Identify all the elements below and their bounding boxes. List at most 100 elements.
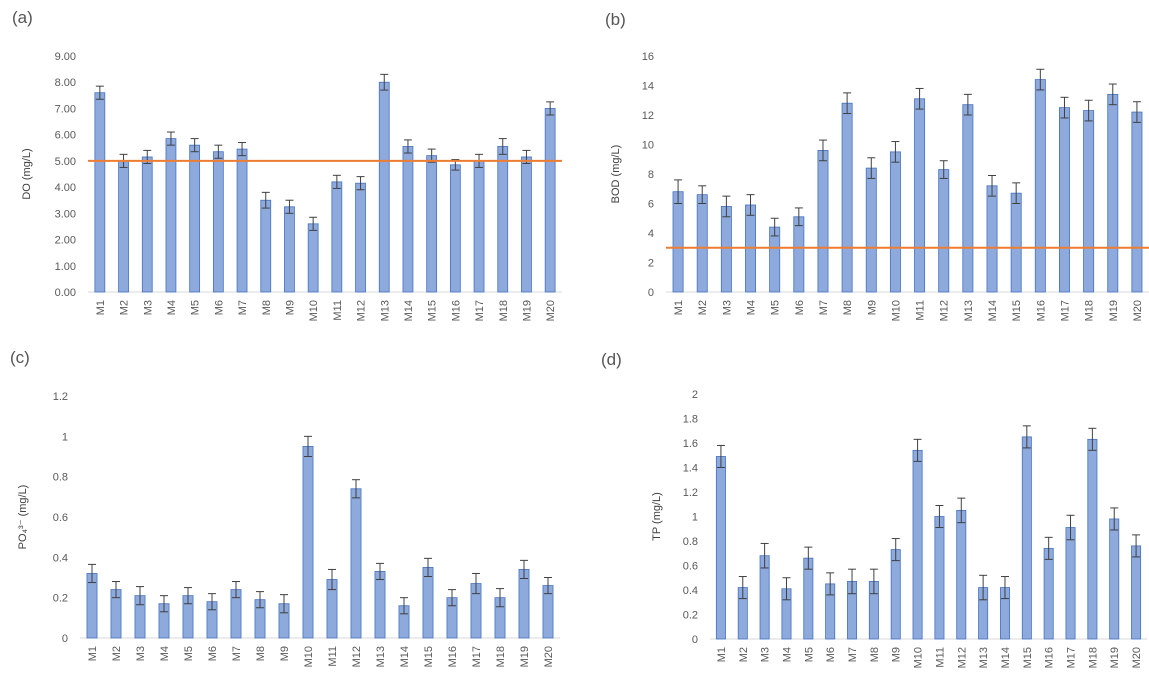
x-tick-label: M19 [1108,300,1120,321]
tp-bar-chart: 0 0.2 0.4 0.6 0.8 1 1.2 1.4 1.6 1.8 2 M1 M2 M3 M4 M5 M6 M… [651,389,1147,668]
bar [769,226,781,293]
bar [350,488,362,639]
y-tick-label: 5.00 [55,156,76,168]
x-tick-label: M8 [842,300,854,315]
bar [378,81,390,293]
phosphate-bar-chart: 0 0.2 0.4 0.6 0.8 1 1.2 M1 M2 M3 M4 M5 M6 M7 M8 M9 M10 M1… [17,391,560,667]
bar [956,509,967,640]
x-tick-label: M20 [1132,300,1144,321]
x-tick-label: M3 [142,300,154,315]
panel-label-a: (a) [12,8,33,27]
y-tick-label: 16 [642,51,654,63]
y-tick-label: 1.4 [683,463,698,475]
x-tick-label: M4 [166,300,178,315]
bar [986,185,998,293]
y-tick-label: 4 [648,228,654,240]
x-tick-label: M15 [1022,647,1034,668]
x-tick-label: M19 [521,300,533,321]
x-tick-label: M2 [697,300,709,315]
x-tick-label: M20 [545,300,557,321]
bar [94,92,106,293]
y-tick-label: 1 [62,431,68,443]
x-tick-label: M17 [1059,300,1071,321]
x-tick-label: M4 [159,646,171,661]
y-tick-label: 1.2 [683,487,698,499]
y-tick-label: 0.00 [55,287,76,299]
x-tick-label: M14 [987,300,999,321]
bar [1131,111,1143,293]
x-tick-label: M20 [1131,647,1143,668]
bar [141,156,153,293]
y-tick-label: 12 [642,110,654,122]
x-tick-label: M1 [673,300,685,315]
y-tick-label: 0 [648,287,654,299]
x-tick-label: M11 [915,300,927,321]
panel-label-b: (b) [605,10,626,29]
x-tick-label: M5 [803,647,815,662]
x-tick-label: M13 [978,647,990,668]
bar [1043,547,1054,640]
bar [1010,192,1022,293]
bar [934,516,945,640]
x-tick-label: M18 [495,646,507,667]
x-tick-label: M14 [403,300,415,321]
y-tick-label: 8.00 [55,77,76,89]
x-tick-label: M6 [213,300,225,315]
y-tick-label: 0.8 [53,472,68,484]
bar [912,449,923,640]
x-tick-label: M5 [183,646,195,661]
x-tick-label: M6 [207,646,219,661]
bar [521,156,532,293]
y-tick-label: 0 [62,633,68,645]
y-tick-label: 9.00 [55,51,76,63]
x-tick-label: M12 [356,300,368,321]
x-tick-label: M8 [261,300,273,315]
x-tick-label: M15 [427,300,439,321]
bar [696,194,708,293]
bar [1087,438,1098,640]
bar [715,456,726,640]
y-tick-label: 0.2 [683,610,698,622]
x-tick-label: M1 [716,647,728,662]
x-tick-label: M12 [351,646,363,667]
bod-bar-chart: 0 2 4 6 8 10 12 14 16 M1 M2 M3 M4 M5 M6 M7 M8 M9 M10 M11 M12… [610,51,1149,321]
chart-panel-b: (b) 0 2 4 6 8 10 12 14 16 M1 M2 M3 M4 M5 M6 M7 M8 M9 M10 M1… [574,0,1149,336]
bar [307,223,319,293]
y-tick-label: 0.6 [53,512,68,524]
y-tick-label: 14 [642,81,654,93]
bar [1131,545,1142,640]
x-tick-label: M17 [471,646,483,667]
chart-panel-a: (a) 0.00 1.00 2.00 3.00 4.00 5.00 6.00 7.00 8.00… [0,0,574,336]
do-bar-chart: 0.00 1.00 2.00 3.00 4.00 5.00 6.00 7.00 8.00 9.00… [21,51,562,321]
y-tick-label: 1.00 [55,261,76,273]
chart-panel-d: (d) 0 0.2 0.4 0.6 0.8 1 1.2 1.4 1.6 1.8 2 M1 M2 M3 M4 M… [574,336,1149,673]
x-tick-label: M8 [255,646,267,661]
bar [962,104,974,293]
bar [260,199,272,293]
x-tick-label: M16 [1035,300,1047,321]
x-tick-label: M1 [87,646,99,661]
x-tick-label: M3 [135,646,147,661]
y-tick-label: 6 [648,199,654,211]
x-tick-label: M6 [825,647,837,662]
y-axis-label: PO₄³⁻ (mg/L) [17,485,29,550]
panel-label-d: (d) [601,350,622,369]
x-tick-label: M4 [781,647,793,662]
bar [118,160,129,293]
x-tick-label: M12 [956,647,968,668]
bar [236,148,248,293]
x-tick-label: M17 [474,300,486,321]
x-tick-label: M13 [379,300,391,321]
x-tick-label: M5 [770,300,782,315]
y-tick-label: 0 [692,634,698,646]
x-tick-label: M7 [818,300,830,315]
bar [1083,110,1095,293]
x-tick-label: M18 [1084,300,1096,321]
x-tick-label: M8 [869,647,881,662]
x-tick-label: M19 [1109,647,1121,668]
bar [189,144,201,293]
x-tick-label: M9 [279,646,291,661]
x-tick-label: M15 [1011,300,1023,321]
bar [890,549,901,640]
x-tick-label: M3 [760,647,772,662]
